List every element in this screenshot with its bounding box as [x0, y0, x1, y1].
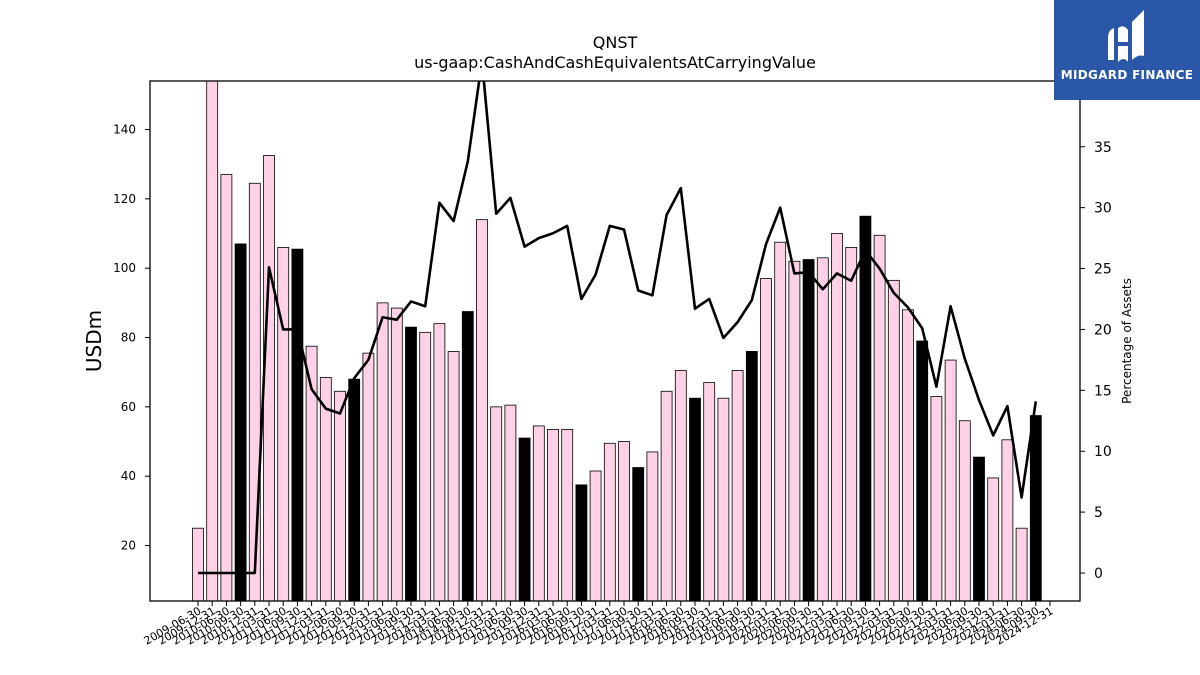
bar: [447, 350, 460, 602]
bar: [405, 326, 417, 602]
bar: [632, 467, 645, 602]
bar: [248, 182, 261, 602]
bar: [816, 257, 829, 602]
y-tick-label: 60: [121, 400, 136, 414]
bar: [916, 340, 929, 602]
bar: [362, 352, 375, 602]
bar: [760, 278, 772, 602]
chart-subtitle: us-gaap:CashAndCashEquivalentsAtCarrying…: [414, 53, 816, 72]
bar: [547, 428, 559, 602]
bar: [859, 215, 872, 602]
bar: [532, 425, 545, 602]
y2-tick-label: 0: [1094, 566, 1103, 582]
bar: [504, 404, 517, 602]
midgard-logo-icon: [1108, 10, 1144, 62]
bar: [334, 390, 346, 602]
bar: [234, 243, 247, 602]
bars: [192, 80, 1042, 602]
bar: [788, 260, 801, 602]
bar: [802, 259, 815, 602]
bar: [575, 484, 588, 602]
bar: [618, 441, 630, 602]
brand-name: MIDGARD FINANCE: [1060, 68, 1194, 82]
bar: [490, 406, 503, 602]
bar: [589, 470, 602, 602]
bar: [973, 456, 985, 602]
bar: [518, 437, 531, 602]
bar: [348, 378, 361, 602]
bar: [192, 527, 204, 602]
bar: [831, 233, 843, 602]
bar: [263, 155, 275, 602]
y2-tick-label: 10: [1094, 444, 1112, 460]
bar: [603, 442, 616, 602]
y-tick-label: 40: [121, 469, 136, 483]
bar: [461, 311, 474, 602]
bar: [561, 428, 574, 602]
bar: [987, 477, 1000, 602]
bar: [944, 359, 957, 602]
bar: [660, 390, 673, 602]
bar: [419, 331, 432, 602]
x-axis: 2009-06-302009-12-312010-06-302010-09-30…: [142, 601, 1056, 648]
bar: [220, 174, 233, 602]
bar: [433, 323, 446, 602]
bar: [731, 370, 744, 602]
bar: [845, 246, 858, 602]
bar: [1015, 527, 1028, 602]
bar: [958, 420, 971, 602]
y2-tick-label: 25: [1094, 262, 1112, 278]
bar: [206, 80, 219, 602]
bar: [873, 234, 886, 602]
y2-tick-label: 20: [1094, 322, 1112, 338]
bar: [774, 241, 787, 602]
brand-logo: MIDGARD FINANCE: [1054, 0, 1200, 100]
bar: [1029, 415, 1042, 602]
bar: [476, 219, 488, 602]
y2-tick-label: 15: [1094, 383, 1112, 399]
bar: [703, 382, 716, 602]
y-axis-label: USDm: [82, 310, 106, 372]
y2-tick-label: 35: [1094, 140, 1112, 156]
bar: [646, 451, 659, 602]
bar: [717, 397, 730, 602]
y2-tick-label: 5: [1094, 505, 1103, 521]
bar: [376, 302, 389, 602]
bar: [689, 397, 701, 602]
bar: [1001, 439, 1014, 602]
left-axis: 20 40 60 80 100 120 140: [113, 123, 150, 553]
bar: [291, 248, 304, 602]
bar: [674, 370, 687, 602]
bar: [277, 246, 290, 602]
y-tick-label: 20: [121, 539, 136, 553]
chart-title: QNST: [593, 33, 638, 52]
y2-axis-label: Percentage of Assets: [1120, 278, 1134, 404]
y2-tick-label: 30: [1094, 201, 1112, 217]
y-tick-label: 80: [121, 331, 136, 345]
plot-frame: [149, 80, 1081, 602]
right-axis: 0 5 10 15 20 25 30 35: [1080, 140, 1112, 582]
y-tick-label: 120: [113, 192, 136, 206]
percentage-line: [198, 81, 1038, 575]
bar: [745, 350, 758, 602]
bar: [902, 309, 914, 602]
y-tick-label: 140: [113, 123, 136, 137]
y-tick-label: 100: [113, 261, 136, 275]
bar: [930, 396, 943, 602]
bar: [390, 307, 403, 602]
bar: [887, 279, 900, 602]
